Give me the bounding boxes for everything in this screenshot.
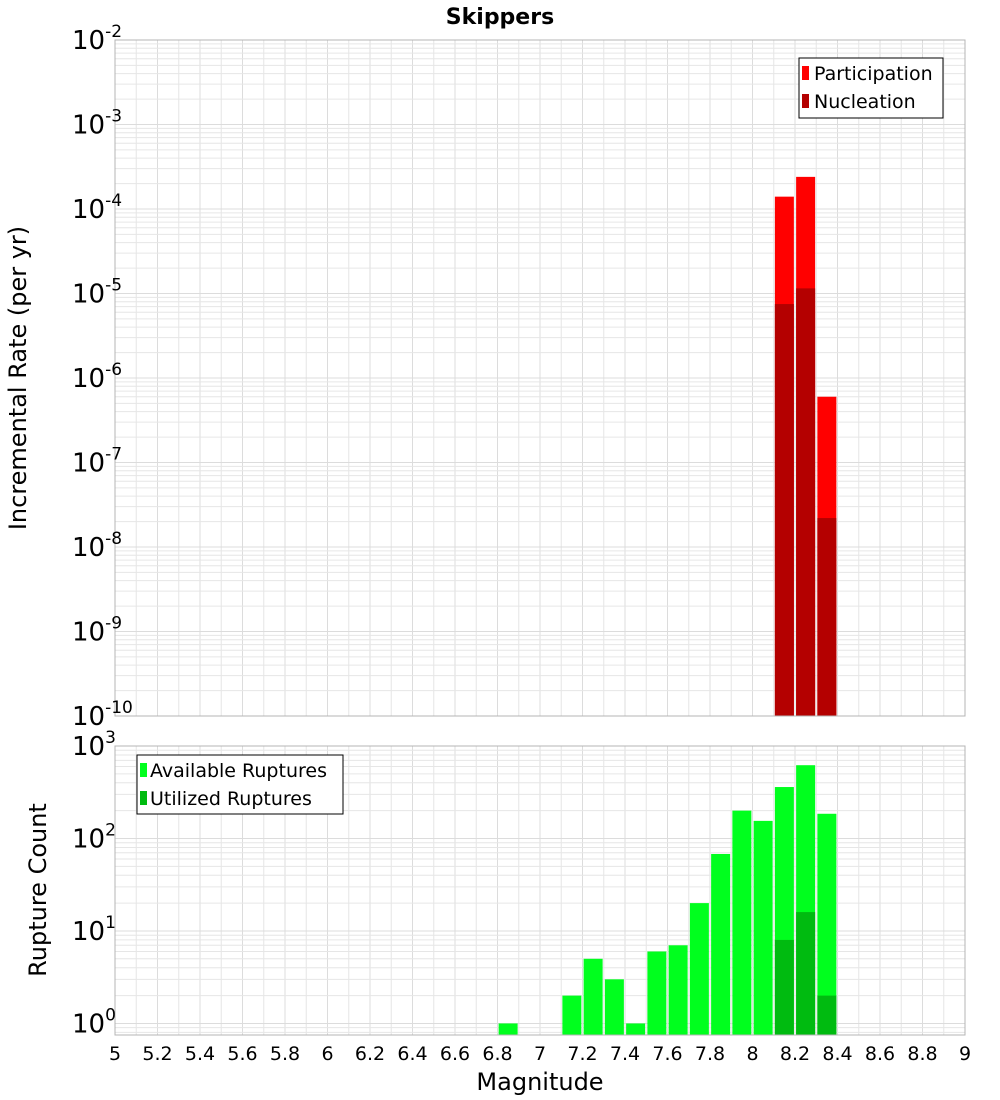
x-tick-label: 5.8 — [270, 1043, 300, 1065]
count-bar-available-ruptures — [583, 958, 603, 1035]
count-panel: 100 101 102 103 5 5.2 5.4 5.6 5.8 6 6.2 6.4 6.6 6.8 7… — [24, 728, 971, 1096]
x-tick-label: 6.8 — [482, 1043, 512, 1065]
count-y-axis-label: Rupture Count — [24, 803, 52, 977]
count-bar-available-ruptures — [498, 1023, 518, 1035]
count-legend-box — [136, 754, 344, 815]
count-legend: Available Ruptures Utilized Ruptures — [136, 754, 344, 815]
rate-y-tick-label: 10-2 — [72, 22, 122, 56]
x-tick-label: 9 — [959, 1043, 971, 1065]
count-bar-available-ruptures — [732, 810, 752, 1035]
count-y-tick-label: 101 — [72, 913, 116, 947]
count-bar-available-ruptures — [604, 979, 624, 1035]
count-bar-available-ruptures — [647, 951, 667, 1035]
x-axis-label: Magnitude — [476, 1068, 603, 1096]
rate-y-axis-label: Incremental Rate (per yr) — [4, 226, 32, 530]
x-tick-label: 5.2 — [142, 1043, 172, 1065]
legend-utilized-swatch — [140, 791, 147, 805]
x-tick-label: 6.4 — [397, 1043, 427, 1065]
x-tick-label: 6.2 — [355, 1043, 385, 1065]
count-bar-utilized-ruptures — [817, 995, 837, 1035]
count-bars — [498, 765, 837, 1035]
rate-legend-box — [798, 57, 944, 119]
x-tick-label: 7.8 — [695, 1043, 725, 1065]
count-y-tick-labels: 100 101 102 103 — [72, 728, 116, 1039]
x-tick-label: 6 — [321, 1043, 333, 1065]
legend-utilized-label: Utilized Ruptures — [150, 788, 312, 810]
legend-participation-swatch — [802, 66, 809, 80]
count-bar-available-ruptures — [817, 813, 837, 1035]
x-tick-label: 7.2 — [567, 1043, 597, 1065]
rate-y-tick-label: 10-6 — [72, 360, 122, 394]
count-y-tick-label: 102 — [72, 820, 116, 854]
legend-nucleation-swatch — [802, 94, 809, 108]
rate-y-tick-label: 10-10 — [72, 698, 133, 732]
x-tick-labels: 5 5.2 5.4 5.6 5.8 6 6.2 6.4 6.6 6.8 7 7.2 7.4 7.6 7.8 8… — [109, 1043, 971, 1065]
rate-plot-frame — [114, 39, 966, 717]
legend-participation-label: Participation — [814, 63, 933, 85]
count-bar-utilized-ruptures — [796, 912, 816, 1035]
rate-bar-nucleation — [774, 304, 794, 716]
rate-y-tick-label: 10-3 — [72, 107, 122, 141]
x-tick-label: 8 — [746, 1043, 758, 1065]
x-tick-label: 7 — [534, 1043, 546, 1065]
x-tick-label: 5.4 — [185, 1043, 215, 1065]
x-tick-label: 8.2 — [780, 1043, 810, 1065]
rate-y-tick-label: 10-4 — [72, 191, 122, 225]
x-tick-label: 8.4 — [822, 1043, 852, 1065]
rate-y-tick-label: 10-9 — [72, 614, 122, 648]
rate-bar-nucleation — [796, 288, 816, 716]
x-tick-label: 7.4 — [610, 1043, 640, 1065]
rate-panel: 10-10 10-9 10-8 10-7 10-6 10-5 10-4 10-3 10-2 In… — [4, 22, 966, 732]
legend-available-label: Available Ruptures — [150, 760, 327, 782]
legend-nucleation-label: Nucleation — [814, 91, 916, 113]
rate-grid — [114, 39, 966, 717]
count-y-tick-label: 100 — [72, 1005, 116, 1039]
x-tick-label: 8.6 — [865, 1043, 895, 1065]
count-bar-available-ruptures — [562, 995, 582, 1035]
count-y-tick-label: 103 — [72, 728, 116, 762]
x-tick-label: 7.6 — [652, 1043, 682, 1065]
rate-y-tick-label: 10-7 — [72, 445, 122, 479]
x-tick-label: 5.6 — [227, 1043, 257, 1065]
count-plot-frame — [114, 745, 966, 1036]
rate-y-tick-labels: 10-10 10-9 10-8 10-7 10-6 10-5 10-4 10-3 10-2 — [72, 22, 133, 732]
rate-legend: Participation Nucleation — [798, 57, 944, 119]
rate-bar-nucleation — [817, 518, 837, 716]
rate-bars — [774, 176, 837, 717]
x-tick-label: 6.6 — [440, 1043, 470, 1065]
count-bar-available-ruptures — [626, 1023, 646, 1035]
legend-available-swatch — [140, 763, 147, 777]
count-bar-available-ruptures — [689, 903, 709, 1035]
count-bar-available-ruptures — [711, 853, 731, 1035]
rate-y-tick-label: 10-8 — [72, 529, 122, 563]
chart-title: Skippers — [446, 5, 554, 30]
count-bar-available-ruptures — [753, 820, 773, 1035]
count-bar-available-ruptures — [668, 945, 688, 1035]
x-tick-label: 5 — [109, 1043, 121, 1065]
count-bar-utilized-ruptures — [774, 939, 794, 1035]
rate-y-tick-label: 10-5 — [72, 276, 122, 310]
x-tick-label: 8.8 — [907, 1043, 937, 1065]
